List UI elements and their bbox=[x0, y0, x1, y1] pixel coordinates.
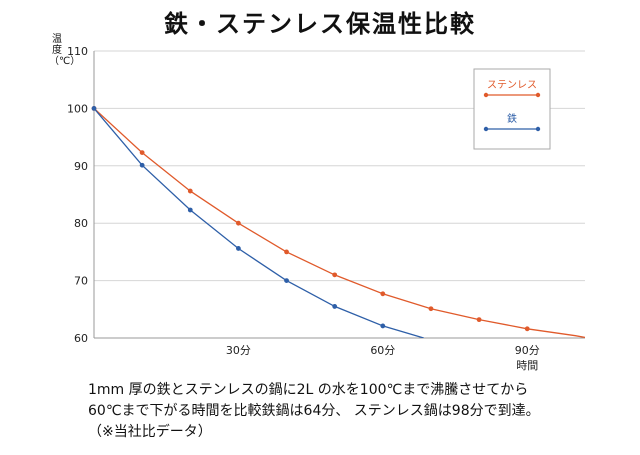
caption: 1mm 厚の鉄とステンレスの鍋に2L の水を100℃まで沸騰させてから 60℃ま… bbox=[88, 380, 540, 443]
y-tick-label: 70 bbox=[74, 275, 88, 288]
x-tick-label: 60分 bbox=[370, 344, 395, 357]
y-tick-label: 100 bbox=[67, 102, 88, 115]
data-point bbox=[236, 246, 241, 251]
x-tick-label: 90分 bbox=[515, 344, 540, 357]
data-point bbox=[476, 317, 482, 323]
data-point bbox=[236, 220, 241, 226]
series-line-0 bbox=[94, 107, 585, 338]
x-tick-label: 30分 bbox=[226, 344, 251, 357]
y-axis-label: 温度（℃） bbox=[49, 34, 81, 67]
y-tick-label: 110 bbox=[67, 45, 88, 58]
data-point bbox=[91, 106, 97, 111]
legend-swatch-marker bbox=[483, 92, 489, 98]
legend-box bbox=[473, 68, 551, 150]
legend-label: ステンレス bbox=[487, 80, 537, 91]
data-point bbox=[332, 272, 338, 278]
data-point bbox=[187, 188, 193, 194]
data-point bbox=[284, 278, 289, 283]
series-line-1 bbox=[94, 107, 424, 338]
data-point bbox=[139, 150, 145, 155]
y-tick-label: 80 bbox=[74, 217, 88, 230]
data-point bbox=[187, 207, 193, 213]
data-point bbox=[380, 291, 386, 297]
legend-swatch-marker bbox=[483, 126, 489, 132]
data-point bbox=[428, 306, 434, 312]
data-point bbox=[284, 249, 289, 255]
data-point bbox=[380, 323, 386, 329]
chart-title: 鉄・ステンレス保温性比較 bbox=[164, 10, 476, 38]
caption-line-3: （※当社比データ） bbox=[88, 424, 212, 440]
caption-line-1: 1mm 厚の鉄とステンレスの鍋に2L の水を100℃まで沸騰させてから bbox=[88, 382, 529, 398]
data-point bbox=[139, 162, 145, 168]
data-point bbox=[332, 304, 338, 309]
legend-swatch-marker bbox=[535, 92, 541, 98]
legend-label: 鉄 bbox=[507, 112, 517, 125]
x-axis-label: 時間 bbox=[516, 359, 538, 372]
y-tick-label: 60 bbox=[74, 332, 88, 345]
data-point bbox=[524, 326, 530, 332]
legend-swatch-marker bbox=[535, 126, 541, 132]
caption-line-2: 60℃まで下がる時間を比較鉄鍋は64分、 ステンレス鍋は98分で到達。 bbox=[88, 403, 540, 419]
y-tick-label: 90 bbox=[74, 160, 88, 173]
